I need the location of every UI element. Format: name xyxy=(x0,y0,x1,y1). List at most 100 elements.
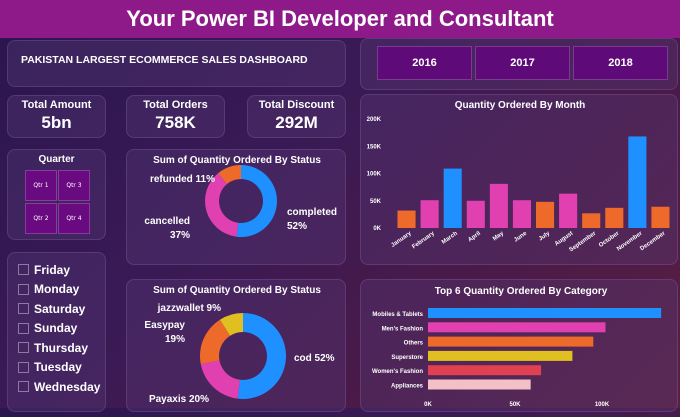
status-donut-card: Sum of Quantity Ordered By Status complet… xyxy=(126,149,346,265)
bar-february[interactable] xyxy=(420,200,439,228)
year-slicer: 2016 2017 2018 xyxy=(360,38,678,90)
banner-title: Your Power BI Developer and Consultant xyxy=(126,6,554,31)
bar-category[interactable] xyxy=(428,350,573,361)
quarter-title: Quarter xyxy=(38,154,75,165)
quarter-button-3[interactable]: Qtr 3 xyxy=(58,170,90,201)
y-tick-label: 50K xyxy=(370,199,382,205)
checkbox[interactable] xyxy=(18,283,29,295)
donut-slice-payaxis[interactable] xyxy=(200,360,240,399)
banner: Your Power BI Developer and Consultant xyxy=(0,0,680,38)
bar-january[interactable] xyxy=(397,210,416,228)
y-tick-label: 0K xyxy=(373,226,381,232)
dashboard-title: PAKISTAN LARGEST ECOMMERCE SALES DASHBOA… xyxy=(21,54,308,66)
day-label: Saturday xyxy=(34,301,86,316)
bar-category[interactable] xyxy=(428,308,662,318)
day-option[interactable]: Friday xyxy=(18,260,105,280)
donut-slice-easypay[interactable] xyxy=(200,319,231,365)
x-tick-label: July xyxy=(538,230,552,242)
bar-november[interactable] xyxy=(628,136,647,228)
kpi-value: 5bn xyxy=(41,113,72,132)
x-tick-label: April xyxy=(467,231,482,244)
slice-label: 19% xyxy=(165,334,185,345)
year-button-2018[interactable]: 2018 xyxy=(573,46,668,80)
kpi-total-amount: Total Amount 5bn xyxy=(7,95,106,138)
quarter-slicer: Quarter Qtr 1 Qtr 3 Qtr 2 Qtr 4 xyxy=(7,149,106,240)
year-button-2017[interactable]: 2017 xyxy=(475,46,570,80)
day-option[interactable]: Thursday xyxy=(18,338,105,358)
checkbox[interactable] xyxy=(18,264,29,276)
chart-title: Sum of Quantity Ordered By Status xyxy=(153,155,321,166)
category-bar-chart: Top 6 Quantity Ordered By Category Mobile… xyxy=(372,286,662,408)
y-tick-label: Superstore xyxy=(391,355,423,361)
quarter-button-4[interactable]: Qtr 4 xyxy=(58,203,90,234)
day-option[interactable]: Tuesday xyxy=(18,358,105,378)
x-tick-label: 100K xyxy=(595,402,610,408)
checkbox[interactable] xyxy=(18,361,29,373)
bar-category[interactable] xyxy=(428,379,531,390)
category-chart-card: Top 6 Quantity Ordered By Category Mobile… xyxy=(360,279,678,412)
day-label: Tuesday xyxy=(34,360,82,375)
chart-title: Top 6 Quantity Ordered By Category xyxy=(435,286,608,297)
y-tick-label: Appliances xyxy=(391,384,424,390)
checkbox[interactable] xyxy=(18,342,29,354)
bar-june[interactable] xyxy=(512,200,531,228)
chart-title: Sum of Quantity Ordered By Status xyxy=(153,285,321,296)
day-option[interactable]: Wednesday xyxy=(18,377,105,397)
day-slicer: Friday Monday Saturday Sunday Thursday Tuesda… xyxy=(7,252,106,412)
checkbox[interactable] xyxy=(18,303,29,315)
year-button-2016[interactable]: 2016 xyxy=(377,46,472,80)
chart-title: Quantity Ordered By Month xyxy=(455,100,586,111)
slice-label: Payaxis 20% xyxy=(149,394,209,405)
donut-slice-jazzwallet[interactable] xyxy=(219,313,243,336)
bar-october[interactable] xyxy=(605,207,624,228)
slice-label: 37% xyxy=(170,230,190,241)
donut-slice-cod[interactable] xyxy=(237,313,286,399)
day-label: Sunday xyxy=(34,321,78,336)
bar-december[interactable] xyxy=(651,206,670,228)
bar-august[interactable] xyxy=(559,193,578,228)
y-tick-label: 150K xyxy=(367,144,382,150)
status-donut-chart: Sum of Quantity Ordered By Status complet… xyxy=(144,155,337,241)
payment-donut-card: Sum of Quantity Ordered By Status cod 52%… xyxy=(126,279,346,412)
slice-label: completed xyxy=(287,207,337,218)
donut-slice-cancelled[interactable] xyxy=(205,173,239,237)
checkbox[interactable] xyxy=(18,322,29,334)
x-tick-label: August xyxy=(554,231,574,248)
bar-july[interactable] xyxy=(536,201,555,228)
checkbox[interactable] xyxy=(18,381,29,393)
quarter-button-2[interactable]: Qtr 2 xyxy=(25,203,57,234)
bar-category[interactable] xyxy=(428,365,542,376)
x-tick-label: February xyxy=(411,230,436,250)
day-option[interactable]: Sunday xyxy=(18,319,105,339)
y-tick-label: Women's Fashion xyxy=(372,369,423,375)
slice-label: 52% xyxy=(287,221,307,232)
bar-march[interactable] xyxy=(443,168,462,228)
slice-label: refunded 11% xyxy=(150,174,215,185)
day-option[interactable]: Monday xyxy=(18,280,105,300)
dashboard-title-card: PAKISTAN LARGEST ECOMMERCE SALES DASHBOA… xyxy=(7,40,346,87)
y-tick-label: 100K xyxy=(367,172,382,178)
day-label: Friday xyxy=(34,262,71,277)
kpi-total-orders: Total Orders 758K xyxy=(126,95,225,138)
y-tick-label: 200K xyxy=(367,117,382,123)
slice-label: cod 52% xyxy=(294,353,335,364)
donut-slice-refunded[interactable] xyxy=(218,165,241,185)
day-label: Thursday xyxy=(34,340,89,355)
month-bar-chart: Quantity Ordered By Month 0K 50K 100K 150K 20… xyxy=(367,100,670,253)
bar-may[interactable] xyxy=(489,183,508,228)
x-tick-label: January xyxy=(390,230,413,248)
quarter-button-1[interactable]: Qtr 1 xyxy=(25,170,57,201)
y-tick-label: Others xyxy=(404,341,424,347)
x-tick-label: December xyxy=(639,230,667,252)
bar-category[interactable] xyxy=(428,322,606,333)
bar-category[interactable] xyxy=(428,336,594,347)
day-option[interactable]: Saturday xyxy=(18,299,105,319)
y-tick-label: Men's Fashion xyxy=(382,326,424,332)
x-tick-label: March xyxy=(441,231,459,246)
donut-slice-completed[interactable] xyxy=(236,165,277,237)
slice-label: cancelled xyxy=(144,216,190,227)
bar-april[interactable] xyxy=(466,200,485,228)
day-label: Monday xyxy=(34,282,80,297)
slice-label: jazzwallet 9% xyxy=(157,303,221,314)
bar-september[interactable] xyxy=(582,213,601,228)
